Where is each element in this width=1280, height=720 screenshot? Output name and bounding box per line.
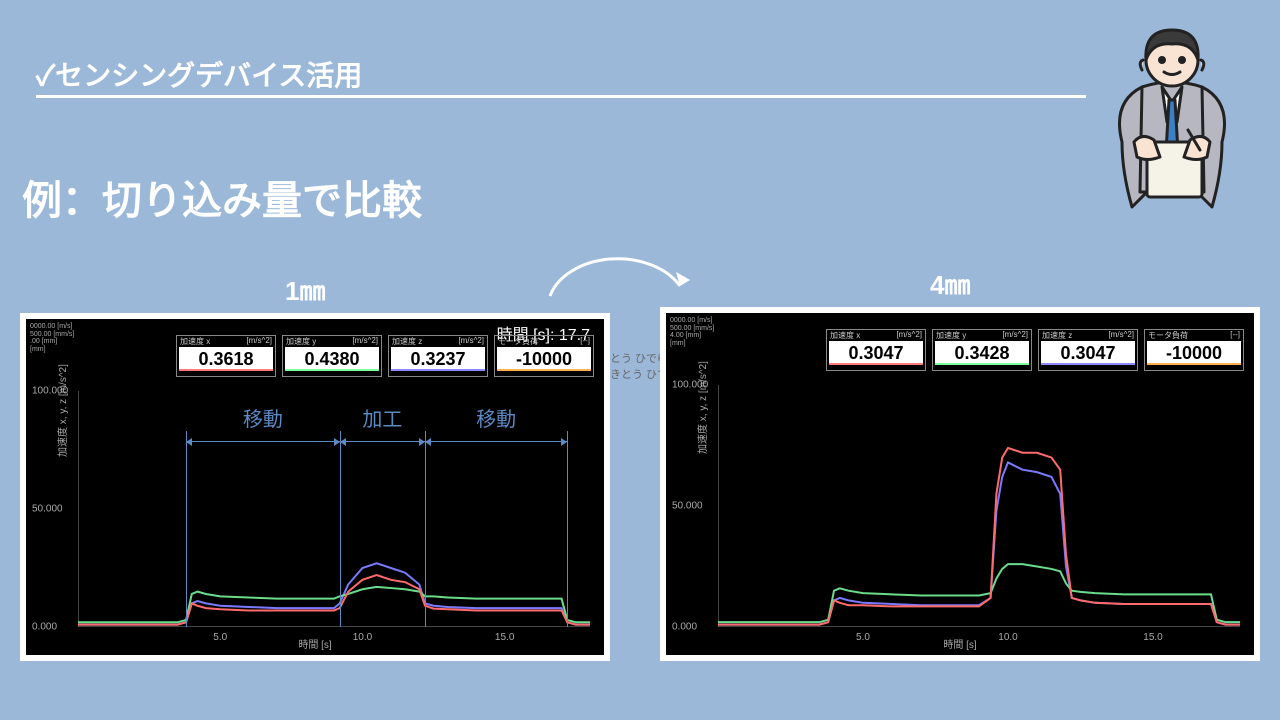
- curved-arrow-icon: [540, 246, 700, 306]
- meter: モータ負荷[--]-10000: [494, 335, 594, 377]
- xtick: 15.0: [1143, 632, 1162, 643]
- page-subtitle: 例：切り込み量で比較: [22, 168, 422, 226]
- xtick: 5.0: [856, 632, 870, 643]
- chart-label: 4㎜: [930, 265, 970, 302]
- page-header: ✓センシングデバイス活用: [36, 54, 362, 94]
- region-label: 移動: [243, 403, 283, 432]
- meter: 加速度 y[m/s^2]0.3428: [932, 329, 1032, 371]
- region-divider: [340, 431, 341, 627]
- region-arrow: [425, 441, 567, 442]
- meter: モータ負荷[--]-10000: [1144, 329, 1244, 371]
- region-label: 移動: [476, 403, 516, 432]
- region-divider: [567, 431, 568, 627]
- ytick: 0.000: [672, 622, 697, 633]
- plot-area: 0.00050.000100.0005.010.015.0移動加工移動: [78, 391, 590, 627]
- meter-row: 加速度 x[m/s^2]0.3618加速度 y[m/s^2]0.4380加速度 …: [176, 335, 594, 377]
- meter: 加速度 z[m/s^2]0.3047: [1038, 329, 1138, 371]
- meter: 加速度 z[m/s^2]0.3237: [388, 335, 488, 377]
- xtick: 5.0: [213, 632, 227, 643]
- meter: 加速度 y[m/s^2]0.4380: [282, 335, 382, 377]
- xtick: 15.0: [495, 632, 514, 643]
- chart-svg: [718, 385, 1240, 627]
- y-axis-label: 加速度 x, y, z [m/s^2]: [694, 361, 709, 454]
- region-arrow: [340, 441, 425, 442]
- x-axis-label: 時間 [s]: [298, 636, 331, 651]
- person-illustration: [1092, 22, 1252, 212]
- xtick: 10.0: [353, 632, 372, 643]
- chart-panel: 時間 [s]: 17.70000.00 [m/s]500.00 [mm/s].0…: [20, 313, 610, 661]
- xtick: 10.0: [998, 632, 1017, 643]
- region-divider: [425, 431, 426, 627]
- ytick: 50.000: [672, 501, 703, 512]
- region-arrow: [186, 441, 340, 442]
- header-rule: [36, 95, 1086, 98]
- meter: 加速度 x[m/s^2]0.3618: [176, 335, 276, 377]
- x-axis-label: 時間 [s]: [943, 636, 976, 651]
- left-scale: 0000.00 [m/s]500.00 [mm/s].00 [mm][mm]: [30, 323, 74, 354]
- region-label: 加工: [362, 403, 402, 432]
- left-scale: 0000.00 [m/s]500.00 [mm/s]4.00 [mm][mm]: [670, 317, 714, 348]
- ytick: 0.000: [32, 622, 57, 633]
- y-axis-label: 加速度 x, y, z [m/s^2]: [54, 364, 69, 457]
- ytick: 50.000: [32, 504, 63, 515]
- region-divider: [186, 431, 187, 627]
- chart-panel: 0000.00 [m/s]500.00 [mm/s]4.00 [mm][mm] 加…: [660, 307, 1260, 661]
- meter: 加速度 x[m/s^2]0.3047: [826, 329, 926, 371]
- meter-row: 加速度 x[m/s^2]0.3047加速度 y[m/s^2]0.3428加速度 …: [826, 329, 1244, 371]
- plot-area: 0.00050.000100.0005.010.015.0: [718, 385, 1240, 627]
- chart-label: 1㎜: [285, 271, 325, 308]
